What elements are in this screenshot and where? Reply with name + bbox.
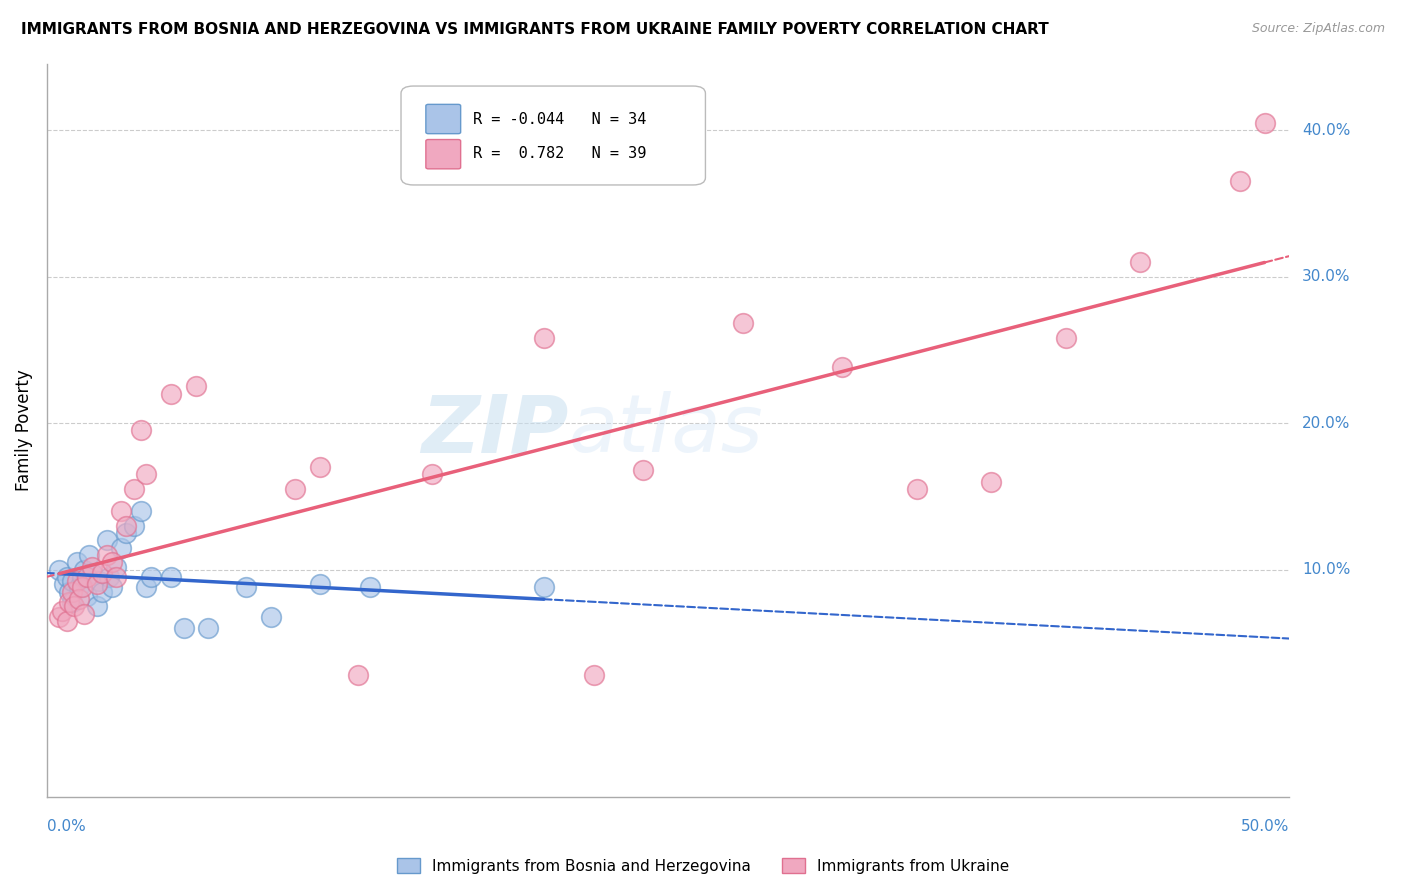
Point — [100, 555, 122, 569]
FancyBboxPatch shape — [426, 139, 461, 169]
Point — [533, 580, 555, 594]
Point — [141, 570, 163, 584]
Point — [76, 589, 98, 603]
Text: R = -0.044   N = 34: R = -0.044 N = 34 — [472, 112, 647, 127]
Point — [160, 386, 183, 401]
Point — [905, 482, 928, 496]
Point — [73, 607, 96, 621]
Text: Source: ZipAtlas.com: Source: ZipAtlas.com — [1251, 22, 1385, 36]
Point — [122, 518, 145, 533]
Point — [48, 563, 70, 577]
Point — [359, 580, 381, 594]
Point — [58, 595, 80, 609]
Point — [173, 621, 195, 635]
Point — [184, 379, 207, 393]
FancyBboxPatch shape — [426, 104, 461, 134]
Text: 0.0%: 0.0% — [46, 819, 86, 834]
Point — [1253, 116, 1275, 130]
Point — [90, 584, 112, 599]
Point — [633, 463, 655, 477]
Point — [110, 541, 132, 555]
Point — [1054, 331, 1077, 345]
Point — [582, 668, 605, 682]
Point — [67, 591, 90, 606]
Legend: Immigrants from Bosnia and Herzegovina, Immigrants from Ukraine: Immigrants from Bosnia and Herzegovina, … — [391, 852, 1015, 880]
Point — [131, 504, 153, 518]
Point — [77, 548, 100, 562]
Point — [1129, 255, 1152, 269]
Point — [420, 467, 443, 482]
Point — [70, 580, 93, 594]
Point — [346, 668, 368, 682]
Text: atlas: atlas — [569, 392, 763, 469]
Point — [160, 570, 183, 584]
Point — [51, 604, 73, 618]
Point — [53, 577, 76, 591]
Point — [66, 555, 89, 569]
Point — [73, 563, 96, 577]
Point — [831, 360, 853, 375]
Point — [259, 609, 281, 624]
Point — [284, 482, 307, 496]
Point — [90, 566, 112, 580]
Point — [55, 614, 77, 628]
Point — [235, 580, 257, 594]
Text: 40.0%: 40.0% — [1302, 122, 1350, 137]
Point — [60, 595, 83, 609]
Point — [66, 574, 89, 589]
Point — [197, 621, 219, 635]
Point — [131, 424, 153, 438]
Point — [86, 599, 108, 614]
Point — [115, 526, 138, 541]
Point — [135, 580, 157, 594]
Point — [731, 317, 754, 331]
Point — [80, 566, 103, 580]
Point — [76, 570, 98, 584]
Point — [110, 504, 132, 518]
Point — [122, 482, 145, 496]
Point — [86, 577, 108, 591]
Point — [135, 467, 157, 482]
Y-axis label: Family Poverty: Family Poverty — [15, 369, 32, 491]
Point — [1229, 174, 1251, 188]
Point — [48, 609, 70, 624]
Text: 20.0%: 20.0% — [1302, 416, 1350, 431]
Point — [67, 580, 90, 594]
Point — [58, 584, 80, 599]
Point — [60, 584, 83, 599]
Point — [96, 548, 118, 562]
Text: 30.0%: 30.0% — [1302, 269, 1350, 284]
Point — [533, 331, 555, 345]
Point — [70, 570, 93, 584]
Text: 50.0%: 50.0% — [1241, 819, 1289, 834]
Point — [309, 577, 332, 591]
Point — [60, 574, 83, 589]
Point — [309, 460, 332, 475]
Point — [105, 570, 128, 584]
Text: 10.0%: 10.0% — [1302, 562, 1350, 577]
Point — [80, 559, 103, 574]
Point — [55, 570, 77, 584]
Point — [980, 475, 1002, 489]
Text: IMMIGRANTS FROM BOSNIA AND HERZEGOVINA VS IMMIGRANTS FROM UKRAINE FAMILY POVERTY: IMMIGRANTS FROM BOSNIA AND HERZEGOVINA V… — [21, 22, 1049, 37]
Point — [96, 533, 118, 548]
Point — [115, 518, 138, 533]
Point — [105, 559, 128, 574]
Point — [87, 574, 110, 589]
Point — [98, 570, 121, 584]
Point — [100, 580, 122, 594]
FancyBboxPatch shape — [401, 86, 706, 185]
Text: ZIP: ZIP — [422, 392, 569, 469]
Text: R =  0.782   N = 39: R = 0.782 N = 39 — [472, 146, 647, 161]
Point — [63, 599, 86, 614]
